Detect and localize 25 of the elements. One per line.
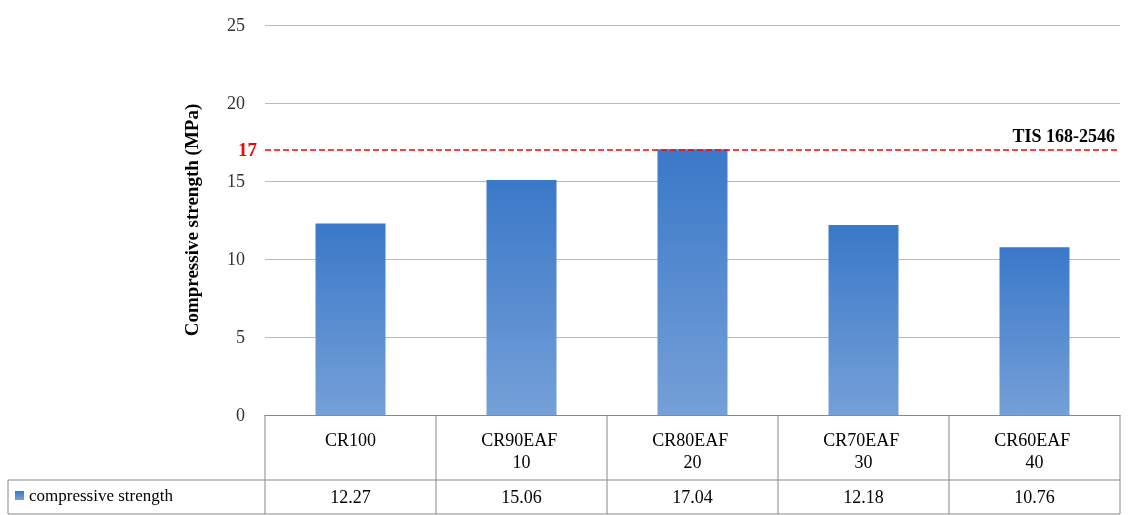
bar — [999, 247, 1070, 415]
x-tick-label: CR100 — [324, 430, 377, 450]
legend-label: compressive strength — [29, 486, 174, 505]
y-tick-label: 5 — [236, 327, 245, 347]
y-tick-label: 20 — [227, 93, 245, 113]
y-tick-label: 15 — [227, 171, 245, 191]
y-axis-title: Compressive strength (MPa) — [180, 103, 203, 337]
x-tick-label: CR80EAF 20 — [652, 430, 733, 472]
data-label: 12.18 — [843, 487, 884, 507]
bar — [315, 223, 386, 415]
bar — [828, 224, 899, 415]
bar — [657, 149, 728, 415]
x-tick-label: CR60EAF 40 — [994, 430, 1075, 472]
y-tick-label: 10 — [227, 249, 245, 269]
data-label: 15.06 — [501, 487, 542, 507]
y-tick-label: 25 — [227, 15, 245, 35]
ref-line-label: TIS 168-2546 — [1012, 125, 1115, 146]
text: 17 — [238, 139, 258, 161]
y-tick-label: 0 — [236, 405, 245, 425]
x-tick-label: CR70EAF 30 — [823, 430, 904, 472]
data-label: 10.76 — [1014, 487, 1055, 507]
data-label: 12.27 — [330, 487, 371, 507]
x-tick-label: CR90EAF 10 — [481, 430, 562, 472]
bar — [486, 180, 557, 415]
data-label: 17.04 — [672, 487, 713, 507]
